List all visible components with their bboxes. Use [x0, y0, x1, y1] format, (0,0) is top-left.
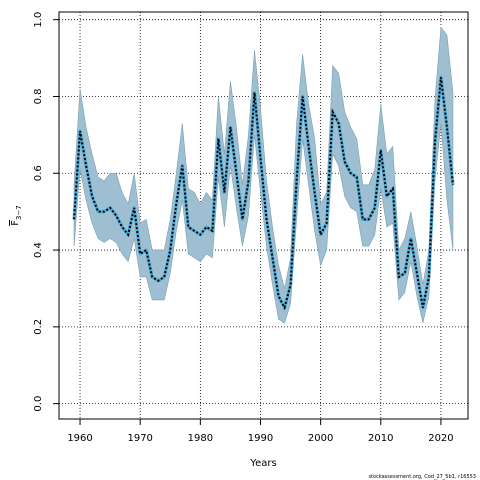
y-axis: 0.0 0.2 0.4 0.6 0.8 1.0	[33, 12, 59, 412]
plot-frame	[58, 11, 469, 420]
estimate-line-outline	[72, 75, 455, 310]
y-axis-label: F3−7	[10, 205, 23, 226]
x-axis-label: Years	[249, 458, 276, 469]
x-tick-label: 1990	[248, 433, 273, 444]
y-tick-label: 0.8	[33, 89, 44, 105]
x-tick-label: 1970	[127, 433, 152, 444]
y-tick-label: 1.0	[33, 12, 44, 28]
x-tick-label: 2000	[308, 433, 333, 444]
x-tick-label: 1960	[67, 433, 92, 444]
footer-credit: stockassessment.org, Cod_27_5b1, r16553	[368, 474, 476, 480]
y-axis-label-text: F3−7	[10, 205, 23, 226]
y-tick-label: 0.4	[33, 242, 44, 258]
y-tick-label: 0.6	[33, 165, 44, 181]
y-tick-label: 0.0	[33, 396, 44, 412]
x-axis: 1960 1970 1980 1990 2000 2010 2020	[67, 419, 454, 444]
y-tick-label: 0.2	[33, 319, 44, 335]
x-tick-label: 2020	[428, 433, 453, 444]
grid-lines	[59, 12, 468, 419]
x-tick-label: 2010	[368, 433, 393, 444]
x-tick-label: 1980	[188, 433, 213, 444]
